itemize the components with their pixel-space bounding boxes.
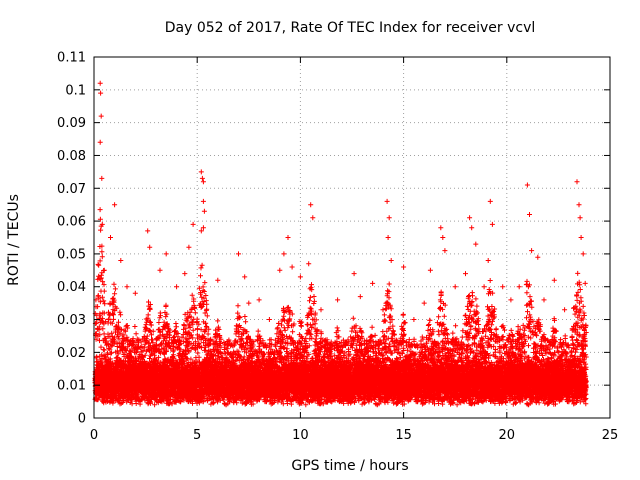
- tick-layer: 0 0.01 0.02 0.03 0.04 0.05 0.06 0.07 0.08 0.09 0.1…: [57, 51, 618, 444]
- y-tick-label: 0: [78, 412, 86, 427]
- y-tick-label: 0.08: [57, 149, 86, 164]
- y-tick-label: 0.04: [57, 280, 86, 295]
- x-tick-label: 5: [193, 428, 201, 443]
- roti-data-points: [92, 80, 589, 408]
- chart-title: Day 052 of 2017, Rate Of TEC Index for r…: [165, 20, 536, 36]
- y-tick-label: 0.02: [57, 346, 86, 361]
- y-tick-label: 0.01: [57, 379, 86, 394]
- plot-frame: [93, 56, 611, 419]
- y-tick-label: 0.1: [65, 83, 86, 98]
- y-tick-label: 0.03: [57, 313, 86, 328]
- x-tick-label: 25: [602, 428, 619, 443]
- x-axis-label: GPS time / hours: [291, 458, 408, 474]
- x-tick-label: 0: [90, 428, 98, 443]
- y-axis-label: ROTI / TECUs: [6, 194, 22, 286]
- x-tick-label: 15: [395, 428, 412, 443]
- y-tick-label: 0.06: [57, 215, 86, 230]
- x-tick-label: 20: [499, 428, 516, 443]
- y-tick-label: 0.11: [57, 51, 86, 66]
- x-tick-label: 10: [292, 428, 309, 443]
- y-tick-label: 0.07: [57, 182, 86, 197]
- points-layer: [92, 80, 589, 408]
- y-tick-label: 0.09: [57, 116, 86, 131]
- y-tick-label: 0.05: [57, 247, 86, 262]
